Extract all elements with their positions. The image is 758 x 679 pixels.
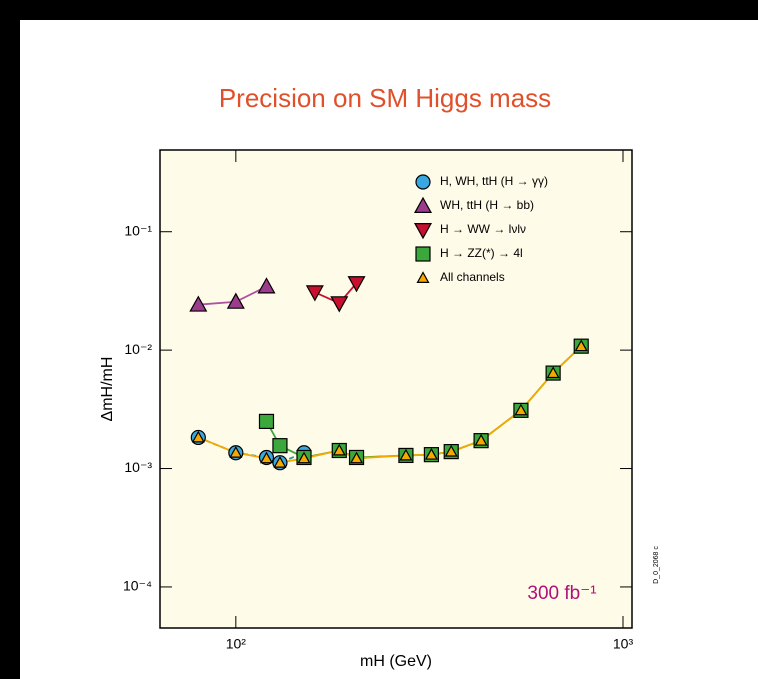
legend-marker: [416, 271, 430, 283]
legend-label: H → WW → lνlν: [440, 222, 526, 236]
annotation: 300 fb⁻¹: [527, 583, 596, 604]
data-point: [330, 296, 349, 313]
data-point: [444, 444, 458, 457]
data-point: [258, 413, 275, 430]
legend-marker: [415, 174, 431, 190]
x-tick-label: 10³: [613, 636, 634, 652]
legend-marker: [415, 246, 431, 262]
x-tick-label: 10²: [226, 636, 247, 652]
data-point: [257, 277, 276, 294]
black-band: [0, 0, 20, 679]
data-point: [273, 455, 287, 468]
data-point: [226, 292, 245, 309]
data-point: [399, 448, 413, 461]
data-point: [259, 451, 274, 464]
data-point: [305, 285, 324, 302]
legend-label: H → ZZ(*) → 4l: [440, 246, 523, 260]
legend-label: H, WH, ttH (H → γγ): [440, 174, 548, 188]
data-point: [347, 276, 366, 293]
data-point: [546, 366, 560, 379]
y-tick-label: 10⁻²: [124, 341, 152, 357]
data-point: [514, 403, 528, 416]
y-tick-label: 10⁻¹: [124, 222, 152, 238]
chart-title: Precision on SM Higgs mass: [219, 83, 551, 113]
legend-label: All channels: [440, 270, 505, 284]
data-point: [424, 447, 438, 460]
data-point: [350, 451, 364, 464]
data-point: [332, 443, 346, 456]
plot-area: [159, 149, 633, 629]
data-point: [191, 430, 205, 443]
data-point: [474, 433, 488, 446]
y-axis-label: ΔmH/mH: [99, 357, 116, 422]
legend-label: WH, ttH (H → bb): [440, 198, 534, 212]
y-tick-label: 10⁻⁴: [123, 578, 152, 594]
x-axis-label: mH (GeV): [360, 653, 432, 670]
black-band: [0, 0, 758, 20]
side-note: D_0_2068 c: [653, 546, 660, 584]
y-tick-label: 10⁻³: [124, 459, 152, 475]
data-point: [297, 451, 311, 464]
data-point: [189, 295, 208, 312]
data-point: [272, 438, 288, 454]
legend-marker: [413, 196, 433, 213]
data-point: [574, 339, 588, 352]
legend-marker: [413, 223, 433, 240]
data-point: [229, 445, 243, 458]
